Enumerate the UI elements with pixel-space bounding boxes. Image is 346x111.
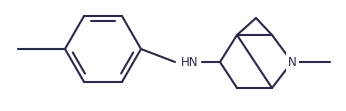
- Text: N: N: [288, 56, 297, 68]
- Text: HN: HN: [181, 56, 199, 68]
